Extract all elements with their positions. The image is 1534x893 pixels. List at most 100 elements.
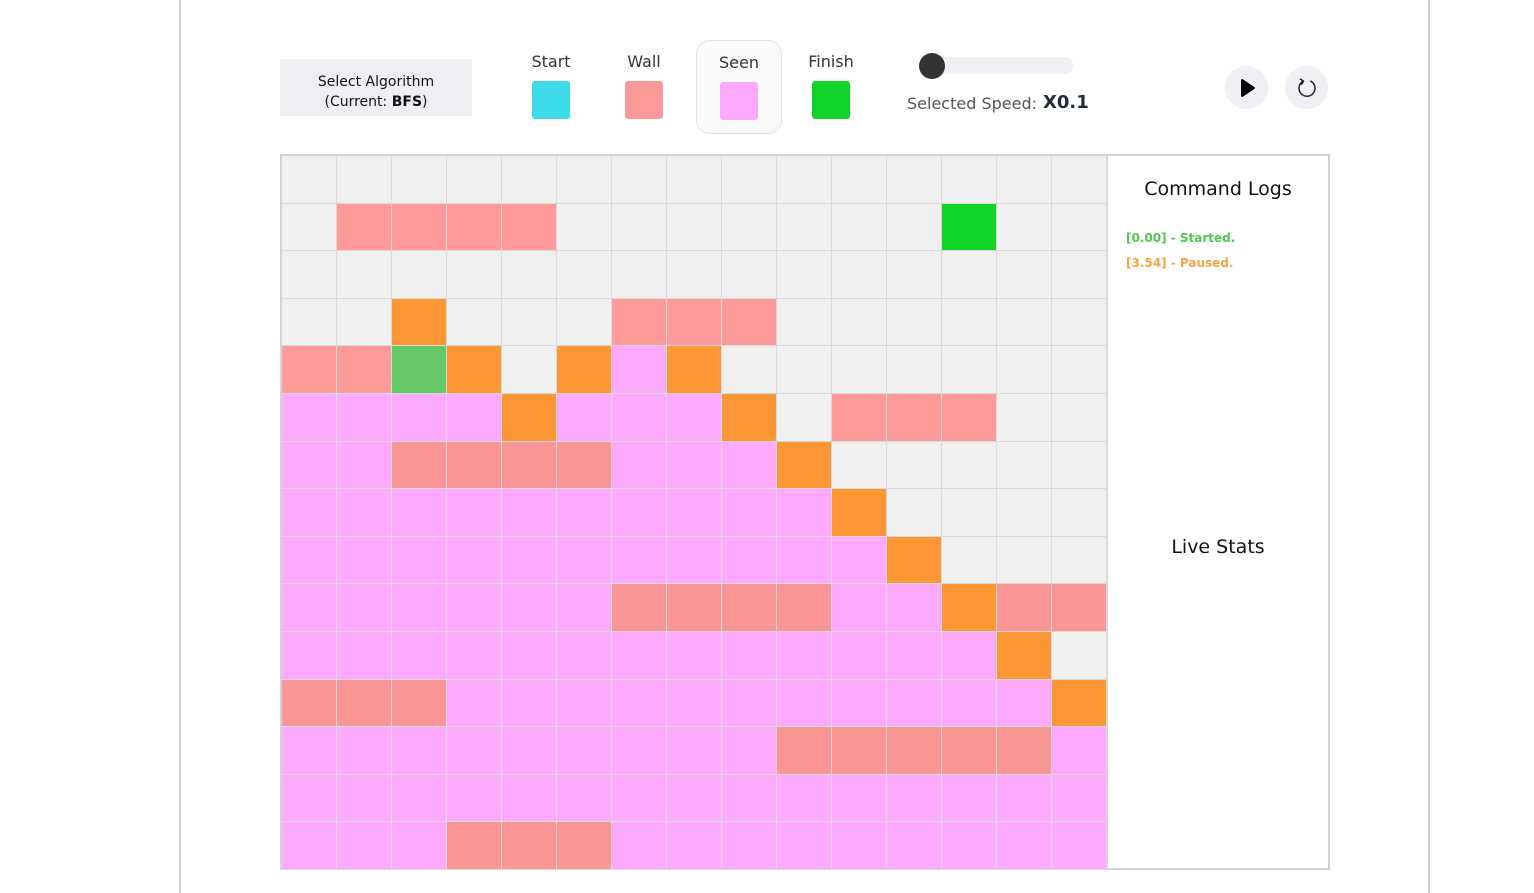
- grid-cell-seen[interactable]: [392, 536, 447, 585]
- grid-cell-seen[interactable]: [447, 632, 502, 680]
- grid-cell-empty[interactable]: [1052, 536, 1107, 585]
- grid-cell-empty[interactable]: [502, 251, 557, 299]
- grid-cell-empty[interactable]: [887, 156, 942, 204]
- grid-cell-seen[interactable]: [777, 822, 832, 870]
- reset-button[interactable]: [1285, 66, 1328, 109]
- grid-cell-empty[interactable]: [997, 203, 1052, 252]
- grid-cell-empty[interactable]: [447, 251, 502, 299]
- grid-cell-seen[interactable]: [282, 536, 337, 585]
- grid-cell-empty[interactable]: [667, 203, 722, 252]
- grid-cell-seen[interactable]: [887, 822, 942, 870]
- grid-cell-seen[interactable]: [337, 394, 392, 442]
- grid-cell-seen[interactable]: [667, 774, 722, 823]
- grid-cell-seen[interactable]: [887, 632, 942, 680]
- grid-cell-seen[interactable]: [282, 632, 337, 680]
- grid-cell-seen-wall[interactable]: [282, 679, 337, 728]
- grid-cell-empty[interactable]: [777, 346, 832, 394]
- grid-cell-seen[interactable]: [667, 394, 722, 442]
- grid-cell-seen[interactable]: [447, 394, 502, 442]
- grid-cell-seen[interactable]: [942, 774, 997, 823]
- grid-cell-empty[interactable]: [557, 251, 612, 299]
- grid-cell-seen[interactable]: [667, 727, 722, 775]
- grid-cell-seen[interactable]: [722, 822, 777, 870]
- grid-cell-seen[interactable]: [282, 394, 337, 442]
- grid-cell-seen[interactable]: [887, 774, 942, 823]
- grid-cell-seen[interactable]: [557, 679, 612, 728]
- grid-cell-frontier[interactable]: [557, 346, 612, 394]
- grid-cell-seen-wall[interactable]: [832, 727, 887, 775]
- grid-cell-seen[interactable]: [942, 822, 997, 870]
- grid-cell-wall[interactable]: [502, 203, 557, 252]
- grid-cell-seen-wall[interactable]: [447, 822, 502, 870]
- grid-cell-wall[interactable]: [392, 203, 447, 252]
- grid-cell-empty[interactable]: [942, 536, 997, 585]
- grid-cell-empty[interactable]: [667, 251, 722, 299]
- speed-slider-track[interactable]: [926, 57, 1073, 74]
- grid-cell-frontier[interactable]: [502, 394, 557, 442]
- grid-cell-frontier[interactable]: [887, 536, 942, 585]
- grid-cell-empty[interactable]: [832, 298, 887, 347]
- grid-cell-seen-wall[interactable]: [997, 584, 1052, 632]
- select-algorithm-button[interactable]: Select Algorithm (Current: BFS): [280, 59, 472, 116]
- grid-cell-empty[interactable]: [832, 251, 887, 299]
- grid-cell-seen[interactable]: [777, 536, 832, 585]
- grid-cell-seen[interactable]: [667, 822, 722, 870]
- grid-cell-seen[interactable]: [337, 584, 392, 632]
- grid-cell-empty[interactable]: [502, 298, 557, 347]
- grid-cell-seen[interactable]: [722, 632, 777, 680]
- grid-cell-seen-wall[interactable]: [997, 727, 1052, 775]
- grid-cell-wall[interactable]: [832, 394, 887, 442]
- grid-cell-empty[interactable]: [887, 298, 942, 347]
- grid-cell-seen[interactable]: [667, 536, 722, 585]
- grid-cell-empty[interactable]: [502, 156, 557, 204]
- grid-cell-seen[interactable]: [887, 584, 942, 632]
- grid-cell-seen[interactable]: [887, 679, 942, 728]
- grid-cell-seen[interactable]: [997, 822, 1052, 870]
- grid-cell-seen[interactable]: [502, 489, 557, 537]
- legend-start[interactable]: Start: [508, 40, 594, 134]
- grid-cell-seen-wall[interactable]: [777, 584, 832, 632]
- grid-cell-empty[interactable]: [942, 251, 997, 299]
- grid-cell-empty[interactable]: [282, 203, 337, 252]
- grid-cell-empty[interactable]: [722, 346, 777, 394]
- grid-cell-empty[interactable]: [447, 298, 502, 347]
- grid-cell-empty[interactable]: [612, 251, 667, 299]
- grid-cell-empty[interactable]: [887, 489, 942, 537]
- grid-cell-empty[interactable]: [1052, 156, 1107, 204]
- grid-cell-seen[interactable]: [447, 679, 502, 728]
- grid-cell-empty[interactable]: [777, 251, 832, 299]
- grid-cell-seen[interactable]: [282, 822, 337, 870]
- grid-cell-empty[interactable]: [997, 489, 1052, 537]
- grid-cell-seen-wall[interactable]: [502, 822, 557, 870]
- grid-cell-frontier[interactable]: [447, 346, 502, 394]
- grid-cell-seen[interactable]: [392, 727, 447, 775]
- grid-cell-empty[interactable]: [722, 156, 777, 204]
- grid-cell-empty[interactable]: [942, 489, 997, 537]
- grid-cell-empty[interactable]: [942, 441, 997, 490]
- grid-cell-seen[interactable]: [282, 774, 337, 823]
- legend-wall[interactable]: Wall: [601, 40, 687, 134]
- grid-cell-seen[interactable]: [557, 632, 612, 680]
- grid-cell-wall[interactable]: [337, 346, 392, 394]
- grid-cell-empty[interactable]: [1052, 441, 1107, 490]
- grid-cell-wall[interactable]: [447, 203, 502, 252]
- grid-cell-empty[interactable]: [942, 298, 997, 347]
- grid-cell-empty[interactable]: [777, 394, 832, 442]
- grid-cell-seen[interactable]: [832, 822, 887, 870]
- grid-cell-seen-wall[interactable]: [502, 441, 557, 490]
- grid-cell-empty[interactable]: [1052, 394, 1107, 442]
- legend-seen[interactable]: Seen: [696, 40, 782, 134]
- grid-cell-seen[interactable]: [502, 584, 557, 632]
- grid-cell-seen[interactable]: [337, 727, 392, 775]
- grid-cell-seen-wall[interactable]: [337, 679, 392, 728]
- grid-cell-seen[interactable]: [1052, 727, 1107, 775]
- grid-cell-wall[interactable]: [612, 298, 667, 347]
- grid-cell-empty[interactable]: [1052, 346, 1107, 394]
- grid-cell-seen[interactable]: [557, 727, 612, 775]
- grid-cell-empty[interactable]: [337, 298, 392, 347]
- grid-cell-seen[interactable]: [447, 727, 502, 775]
- grid-cell-seen[interactable]: [722, 489, 777, 537]
- grid-cell-empty[interactable]: [1052, 251, 1107, 299]
- grid-cell-seen[interactable]: [392, 584, 447, 632]
- grid-cell-empty[interactable]: [777, 298, 832, 347]
